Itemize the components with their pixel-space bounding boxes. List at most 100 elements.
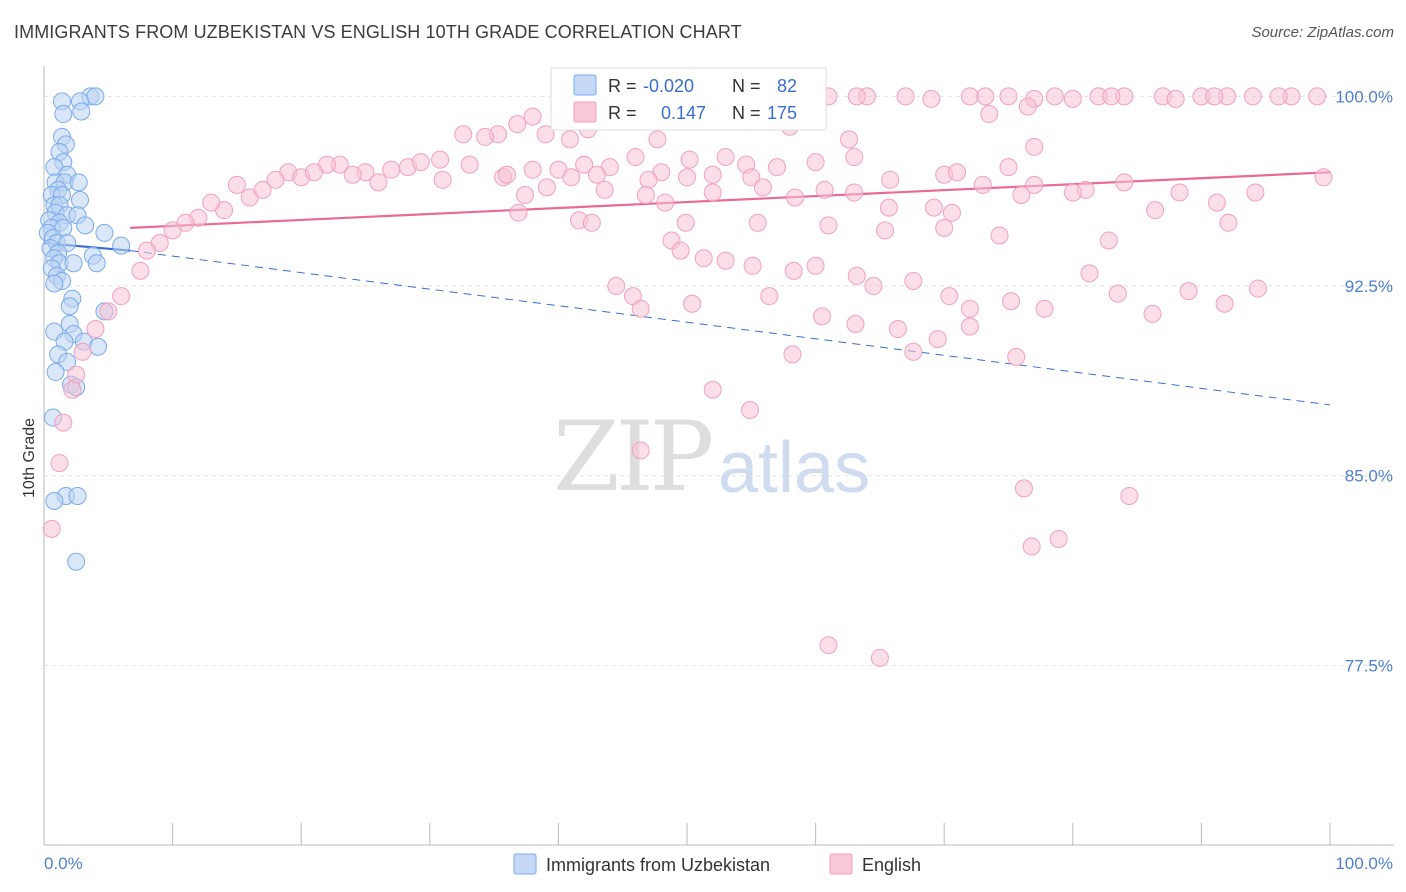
point-english-18 [1308,87,1327,106]
stats-n-label-1: N = [732,76,761,96]
point-english-109 [537,178,556,197]
point-english-7 [960,87,979,106]
y-axis-label: 10th Grade [21,418,38,498]
point-english-103 [67,365,86,384]
trend-line-english [130,171,1331,229]
point-uzbekistan-18 [71,191,90,210]
point-uzbekistan-54 [89,337,108,356]
point-english-178 [1022,537,1041,556]
point-english-143 [743,256,762,275]
stats-n-label-2: N = [732,103,761,123]
data-points [38,87,1333,667]
point-english-21 [847,87,866,106]
point-uzbekistan-57 [46,363,65,382]
point-english-138 [1219,213,1238,232]
point-english-130 [582,213,601,232]
stats-r-label-1: R = [608,76,637,96]
point-english-78 [703,165,722,184]
point-english-144 [784,261,803,280]
point-uzbekistan-4 [54,105,73,124]
point-english-41 [648,130,667,149]
stats-box: R = -0.020 N = 82 R = 0.147 N = 175 [550,67,827,131]
watermark-zip: ZIP [553,401,712,513]
point-uzbekistan-56 [58,352,77,371]
stats-n-value-2: 175 [767,103,797,123]
point-english-135 [935,218,954,237]
point-english-128 [509,203,528,222]
point-english-145 [806,256,825,275]
point-english-114 [753,178,772,197]
point-english-55 [523,160,542,179]
point-english-86 [1170,183,1189,202]
point-english-132 [748,213,767,232]
point-english-29 [1018,97,1037,116]
point-english-174 [631,441,650,460]
point-uzbekistan-34 [112,236,131,255]
point-english-88 [227,175,246,194]
point-english-13 [1166,89,1185,108]
x-tick-label-0: 0.0% [44,854,83,873]
point-english-61 [680,150,699,169]
point-english-44 [1025,137,1044,156]
y-tick-label-0: 77.5% [1345,656,1393,675]
point-english-160 [683,294,702,313]
point-english-154 [1179,282,1198,301]
point-english-153 [1143,304,1162,323]
point-english-125 [1146,201,1165,220]
point-uzbekistan-63 [45,492,64,511]
point-english-92 [202,193,221,212]
point-uzbekistan-1 [86,87,105,106]
point-english-171 [783,345,802,364]
point-english-6 [922,89,941,108]
stats-n-value-1: 82 [777,76,797,96]
stats-r-label-2: R = [608,103,637,123]
point-english-98 [131,261,150,280]
point-english-121 [973,175,992,194]
point-english-40 [536,125,555,144]
point-english-106 [50,454,69,473]
point-english-73 [497,165,516,184]
point-english-43 [840,130,859,149]
trend-lines [43,171,1331,406]
point-english-117 [845,183,864,202]
point-english-168 [1080,264,1099,283]
point-english-82 [948,163,967,182]
point-english-23 [1045,87,1064,106]
point-english-77 [678,168,696,187]
point-english-70 [343,165,362,184]
point-english-165 [928,330,947,349]
point-english-176 [1120,486,1139,505]
point-english-164 [888,320,907,339]
trend-line-uzbekistan-extension [130,250,1331,406]
y-tick-labels: 77.5% 85.0% 92.5% 100.0% [1335,87,1393,675]
point-english-101 [86,320,105,339]
watermark-atlas: atlas [718,428,870,508]
point-uzbekistan-40 [64,254,83,273]
point-english-62 [716,148,735,167]
stats-swatch-english [573,101,597,123]
point-english-146 [847,266,866,285]
y-tick-label-2: 92.5% [1345,277,1393,296]
x-tick-label-1: 100.0% [1335,854,1393,873]
point-english-8 [999,87,1018,106]
point-english-57 [575,155,594,174]
y-tick-label-3: 100.0% [1335,87,1393,106]
point-english-115 [786,188,805,207]
point-english-119 [924,198,943,217]
point-english-172 [703,380,722,399]
point-english-64 [768,158,787,177]
point-english-155 [1215,294,1234,313]
point-english-136 [990,226,1009,245]
point-english-74 [562,168,581,187]
point-english-180 [819,636,838,655]
legend-swatch-uzbekistan [513,853,537,875]
point-english-99 [112,287,131,306]
point-english-148 [904,271,923,290]
legend-label-english: English [862,855,921,875]
point-english-24 [1063,89,1082,108]
point-english-116 [815,180,834,199]
point-english-111 [636,185,655,204]
point-uzbekistan-41 [87,254,106,273]
point-english-95 [163,221,182,240]
point-english-113 [703,183,722,202]
